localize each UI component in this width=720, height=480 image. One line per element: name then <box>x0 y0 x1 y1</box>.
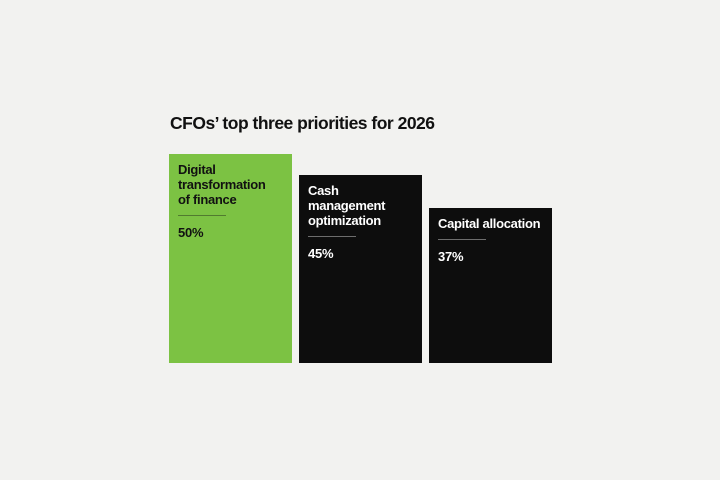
bar-capital-allocation: Capital allocation 37% <box>429 208 552 363</box>
label-value-divider <box>308 236 356 237</box>
bar-digital-transformation-of-finance: Digital transformation of finance 50% <box>169 154 292 363</box>
bar-label: Capital allocation <box>438 216 541 231</box>
bar-value: 37% <box>438 249 464 264</box>
label-value-divider <box>178 215 226 216</box>
chart-title: CFOs’ top three priorities for 2026 <box>170 113 435 133</box>
bar-label: Cash management optimization <box>308 183 386 228</box>
bar-label: Digital transformation of finance <box>178 162 266 207</box>
bar-cash-management-optimization: Cash management optimization 45% <box>299 175 422 363</box>
bar-value: 50% <box>178 225 204 240</box>
bar-value: 45% <box>308 246 334 261</box>
label-value-divider <box>438 239 486 240</box>
